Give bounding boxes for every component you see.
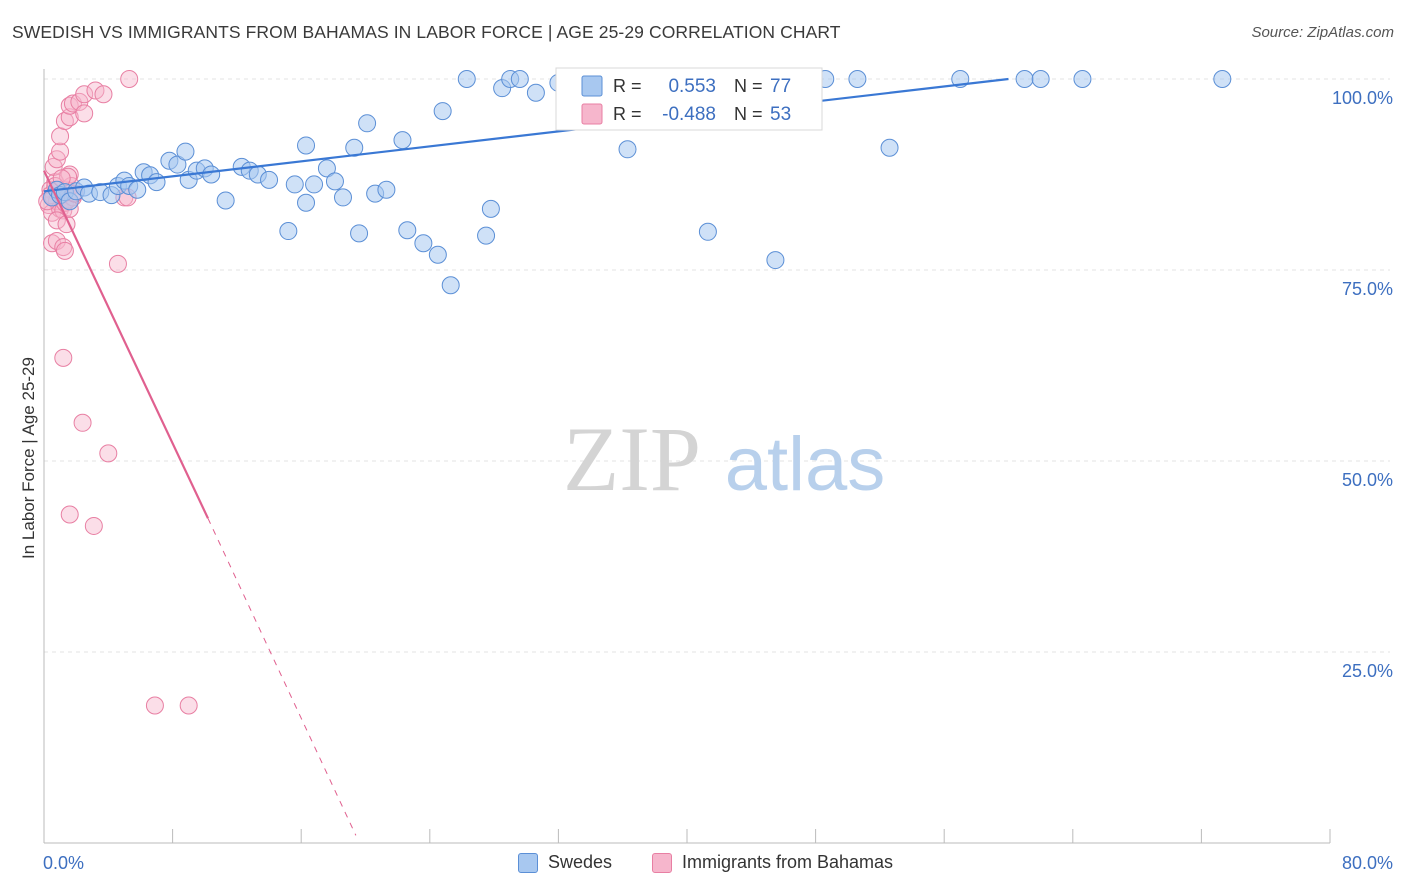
trend-line-bahamas xyxy=(43,170,209,519)
point-swedes xyxy=(350,224,369,243)
y-tick-label: 100.0% xyxy=(1332,88,1393,108)
point-swedes xyxy=(477,226,496,245)
point-swedes xyxy=(168,155,187,174)
source-label: Source: ZipAtlas.com xyxy=(1251,24,1394,41)
point-bahamas xyxy=(75,85,94,104)
point-swedes xyxy=(398,221,417,240)
point-swedes xyxy=(305,175,324,194)
legend-r-label-swedes: R = xyxy=(613,76,642,96)
point-swedes xyxy=(260,170,279,189)
point-swedes xyxy=(285,175,304,194)
legend-n-label-swedes: N = xyxy=(734,76,763,96)
legend-n-value-bahamas: 53 xyxy=(770,104,791,125)
point-swedes xyxy=(325,172,344,191)
point-bahamas xyxy=(94,85,113,104)
point-swedes xyxy=(698,222,717,241)
point-bahamas xyxy=(99,444,118,463)
point-bahamas xyxy=(51,127,70,146)
legend-r-value-bahamas: -0.488 xyxy=(662,104,716,125)
point-swedes xyxy=(377,180,396,199)
y-axis-label: In Labor Force | Age 25-29 xyxy=(19,357,38,559)
point-swedes xyxy=(202,165,221,184)
trend-line-bahamas-extrapolated xyxy=(207,518,357,836)
legend-box: R = 0.553 N = 77 R = -0.488 N = 53 xyxy=(555,67,823,131)
point-bahamas xyxy=(145,696,164,715)
watermark-atlas: atlas xyxy=(725,422,886,507)
point-swedes xyxy=(147,173,166,192)
trend-line-swedes xyxy=(43,77,1009,193)
x-tick-label-max: 80.0% xyxy=(1342,853,1393,873)
point-swedes xyxy=(1073,70,1092,88)
point-bahamas xyxy=(60,505,79,524)
point-swedes xyxy=(358,114,377,133)
y-tick-label: 50.0% xyxy=(1342,470,1393,490)
point-swedes xyxy=(766,251,785,270)
point-swedes xyxy=(1031,70,1050,88)
point-swedes xyxy=(317,159,336,178)
bottom-legend: Swedes Immigrants from Bahamas xyxy=(0,852,1406,878)
point-swedes xyxy=(297,136,316,155)
point-swedes xyxy=(880,138,899,157)
point-bahamas xyxy=(51,142,70,161)
point-swedes xyxy=(618,140,637,159)
point-swedes xyxy=(333,188,352,207)
point-swedes xyxy=(128,180,147,199)
point-swedes xyxy=(428,245,447,264)
point-bahamas xyxy=(75,104,94,123)
axes xyxy=(43,69,1331,844)
point-bahamas xyxy=(120,70,139,88)
watermark-zip: ZIP xyxy=(563,408,701,510)
legend-label-bahamas: Immigrants from Bahamas xyxy=(682,852,894,872)
gridlines xyxy=(44,78,1390,653)
point-swedes xyxy=(848,70,867,88)
legend-swatch-bahamas-bottom xyxy=(652,852,672,873)
legend-swatch-bahamas xyxy=(581,103,603,125)
point-bahamas xyxy=(47,211,66,230)
tick-labels: 25.0% 50.0% 75.0% 100.0% 0.0% 80.0% xyxy=(43,88,1393,873)
y-tick-label: 25.0% xyxy=(1342,661,1393,681)
point-swedes xyxy=(216,191,235,210)
legend-r-value-swedes: 0.553 xyxy=(668,76,716,97)
x-tick-label-min: 0.0% xyxy=(43,853,84,873)
point-bahamas xyxy=(73,413,92,432)
legend-n-value-swedes: 77 xyxy=(770,76,791,97)
point-swedes xyxy=(433,102,452,121)
point-bahamas xyxy=(179,696,198,715)
legend-item-swedes[interactable]: Swedes xyxy=(518,852,612,873)
point-swedes xyxy=(457,70,476,88)
point-swedes xyxy=(1213,70,1232,88)
legend-swatch-swedes-bottom xyxy=(518,852,538,873)
y-tick-label: 75.0% xyxy=(1342,279,1393,299)
point-swedes xyxy=(441,276,460,295)
point-swedes xyxy=(414,234,433,253)
point-swedes xyxy=(393,131,412,150)
legend-label-swedes: Swedes xyxy=(548,852,613,872)
point-swedes xyxy=(481,199,500,218)
point-swedes xyxy=(297,193,316,212)
legend-swatch-swedes xyxy=(581,75,603,97)
point-bahamas xyxy=(84,516,103,535)
point-bahamas xyxy=(60,96,79,115)
watermark: ZIP atlas xyxy=(563,408,885,510)
point-swedes xyxy=(510,70,529,88)
point-bahamas xyxy=(54,348,73,367)
point-swedes xyxy=(176,142,195,161)
point-swedes xyxy=(526,83,545,102)
trend-lines xyxy=(43,77,1009,836)
point-bahamas xyxy=(108,254,127,273)
legend-item-bahamas[interactable]: Immigrants from Bahamas xyxy=(652,852,893,873)
point-swedes xyxy=(279,222,298,241)
legend-r-label-bahamas: R = xyxy=(613,104,642,124)
point-bahamas xyxy=(55,241,74,260)
chart-title: SWEDISH VS IMMIGRANTS FROM BAHAMAS IN LA… xyxy=(12,22,841,42)
point-swedes xyxy=(1015,70,1034,88)
legend-n-label-bahamas: N = xyxy=(734,104,763,124)
